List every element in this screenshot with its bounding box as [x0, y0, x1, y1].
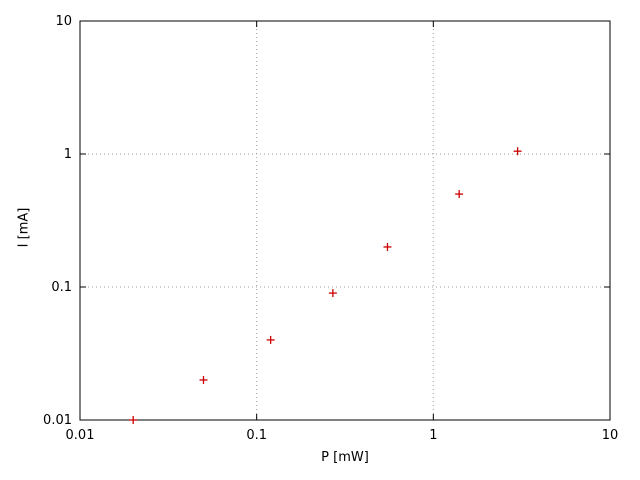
- y-axis-title: I [mA]: [16, 207, 32, 248]
- svg-text:10: 10: [602, 428, 619, 443]
- svg-text:1: 1: [429, 428, 437, 443]
- svg-text:10: 10: [55, 14, 72, 29]
- svg-text:0.1: 0.1: [51, 280, 72, 295]
- svg-text:0.1: 0.1: [246, 428, 267, 443]
- x-axis-title: P [mW]: [321, 450, 369, 465]
- svg-text:0.01: 0.01: [43, 413, 72, 428]
- svg-text:1: 1: [64, 147, 72, 162]
- svg-text:0.01: 0.01: [66, 428, 95, 443]
